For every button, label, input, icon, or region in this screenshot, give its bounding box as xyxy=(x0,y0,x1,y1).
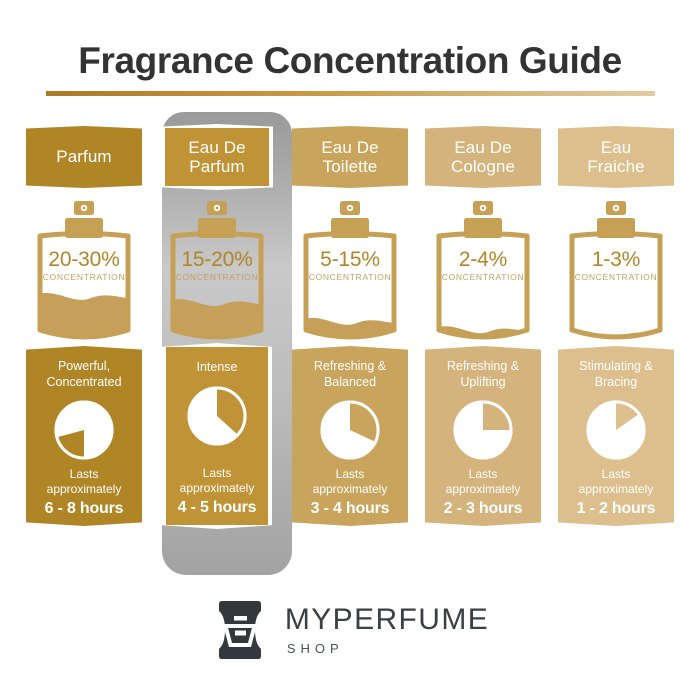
concentration-value: 20-30% xyxy=(48,248,120,271)
longevity-pie-chart xyxy=(54,400,114,460)
lasts-label: Lasts approximately xyxy=(312,467,388,496)
fragrance-column: Parfum 20-30% CONCENTRATION Powerful, Conce… xyxy=(26,126,142,566)
longevity-card-wrap: Intense Lasts approximately 4 - 5 hours xyxy=(159,343,275,542)
fragrance-column: Eau De Parfum 15-20% CONCENTRATION Intense L… xyxy=(159,124,275,566)
concentration-value: 1-3% xyxy=(591,248,641,271)
concentration-label: CONCENTRATION xyxy=(308,272,392,282)
fragrance-type-badge[interactable]: Eau De Cologne xyxy=(425,126,541,188)
logo-wordmark: MYPERFUME SHOP xyxy=(284,603,490,656)
longevity-pie-chart xyxy=(320,400,380,460)
column-header: Eau De Parfum xyxy=(159,124,275,194)
logo-name: MYPERFUME xyxy=(284,603,490,636)
scent-profile-label: Refreshing & Balanced xyxy=(313,359,387,389)
lasts-label: Lasts approximately xyxy=(46,467,122,496)
column-header: Parfum xyxy=(26,126,142,194)
perfume-bottle-icon: 1-3% CONCENTRATION xyxy=(564,200,668,346)
bottle-graphic: 2-4% CONCENTRATION xyxy=(425,194,541,346)
concentration-label: CONCENTRATION xyxy=(42,272,126,282)
perfume-bottle-icon: 15-20% CONCENTRATION xyxy=(165,200,269,346)
scent-profile-label: Intense xyxy=(196,360,238,374)
lasts-hours: 2 - 3 hours xyxy=(443,500,523,517)
fragrance-column: Eau Fraiche 1-3% CONCENTRATION Stimulating … xyxy=(558,126,674,566)
concentration-label: CONCENTRATION xyxy=(175,272,259,282)
longevity-card-wrap: Refreshing & Uplifting Lasts approximatel… xyxy=(425,346,541,542)
longevity-text: Lasts approximately 3 - 4 hours xyxy=(297,467,403,519)
logo-subtitle: SHOP xyxy=(286,641,344,656)
concentration-label: CONCENTRATION xyxy=(574,272,658,282)
fragrance-type-badge[interactable]: Eau De Parfum xyxy=(161,124,273,190)
column-header: Eau De Cologne xyxy=(425,126,541,194)
fragrance-type-badge[interactable]: Parfum xyxy=(26,126,142,188)
fragrance-column: Eau De Cologne 2-4% CONCENTRATION Refreshin… xyxy=(425,126,541,566)
bottle-graphic: 20-30% CONCENTRATION xyxy=(26,194,142,346)
lasts-hours: 3 - 4 hours xyxy=(310,500,390,517)
longevity-pie-chart xyxy=(453,400,513,460)
longevity-card[interactable]: Powerful, Concentrated Lasts approximatel… xyxy=(26,346,142,526)
title-underline-rule xyxy=(46,91,655,96)
brand-logo: MYPERFUME SHOP xyxy=(0,600,700,660)
lasts-hours: 6 - 8 hours xyxy=(44,500,124,517)
scent-profile-label: Powerful, Concentrated xyxy=(46,359,122,389)
longevity-text: Lasts approximately 1 - 2 hours xyxy=(563,467,669,519)
lasts-label: Lasts approximately xyxy=(445,467,521,496)
concentration-label: CONCENTRATION xyxy=(441,272,525,282)
lasts-label: Lasts approximately xyxy=(179,466,255,495)
concentration-value: 15-20% xyxy=(181,248,253,271)
longevity-card[interactable]: Refreshing & Uplifting Lasts approximatel… xyxy=(425,346,541,526)
lasts-hours: 4 - 5 hours xyxy=(177,499,257,516)
longevity-pie-chart xyxy=(586,400,646,460)
concentration-value: 2-4% xyxy=(458,248,508,271)
lasts-label: Lasts approximately xyxy=(578,467,654,496)
column-header: Eau De Toilette xyxy=(292,126,408,194)
longevity-card-wrap: Powerful, Concentrated Lasts approximatel… xyxy=(26,346,142,542)
scent-profile-label: Stimulating & Bracing xyxy=(579,359,653,389)
longevity-text: Lasts approximately 4 - 5 hours xyxy=(164,466,270,518)
perfume-bottle-icon: 20-30% CONCENTRATION xyxy=(32,200,136,346)
bottle-graphic: 1-3% CONCENTRATION xyxy=(558,194,674,346)
longevity-text: Lasts approximately 2 - 3 hours xyxy=(430,467,536,519)
perfume-bottle-icon: 5-15% CONCENTRATION xyxy=(298,200,402,346)
longevity-pie-chart xyxy=(187,386,247,446)
perfume-bottle-badge-icon xyxy=(211,600,269,660)
longevity-card[interactable]: Intense Lasts approximately 4 - 5 hours xyxy=(162,343,272,529)
longevity-card[interactable]: Stimulating & Bracing Lasts approximately… xyxy=(558,346,674,526)
longevity-card[interactable]: Refreshing & Balanced Lasts approximately… xyxy=(292,346,408,526)
page-title: Fragrance Concentration Guide xyxy=(78,40,622,81)
longevity-card-wrap: Refreshing & Balanced Lasts approximately… xyxy=(292,346,408,542)
fragrance-columns: Parfum 20-30% CONCENTRATION Powerful, Conce… xyxy=(26,124,674,566)
bottle-graphic: 5-15% CONCENTRATION xyxy=(292,194,408,346)
longevity-card-wrap: Stimulating & Bracing Lasts approximately… xyxy=(558,346,674,542)
fragrance-type-badge[interactable]: Eau De Toilette xyxy=(292,126,408,188)
column-header: Eau Fraiche xyxy=(558,126,674,194)
bottle-graphic: 15-20% CONCENTRATION xyxy=(159,194,275,346)
concentration-value: 5-15% xyxy=(320,248,380,271)
lasts-hours: 1 - 2 hours xyxy=(576,500,656,517)
longevity-text: Lasts approximately 6 - 8 hours xyxy=(31,467,137,519)
scent-profile-label: Refreshing & Uplifting xyxy=(446,359,520,389)
fragrance-type-badge[interactable]: Eau Fraiche xyxy=(558,126,674,188)
perfume-bottle-icon: 2-4% CONCENTRATION xyxy=(431,200,535,346)
fragrance-column: Eau De Toilette 5-15% CONCENTRATION Refresh… xyxy=(292,126,408,566)
